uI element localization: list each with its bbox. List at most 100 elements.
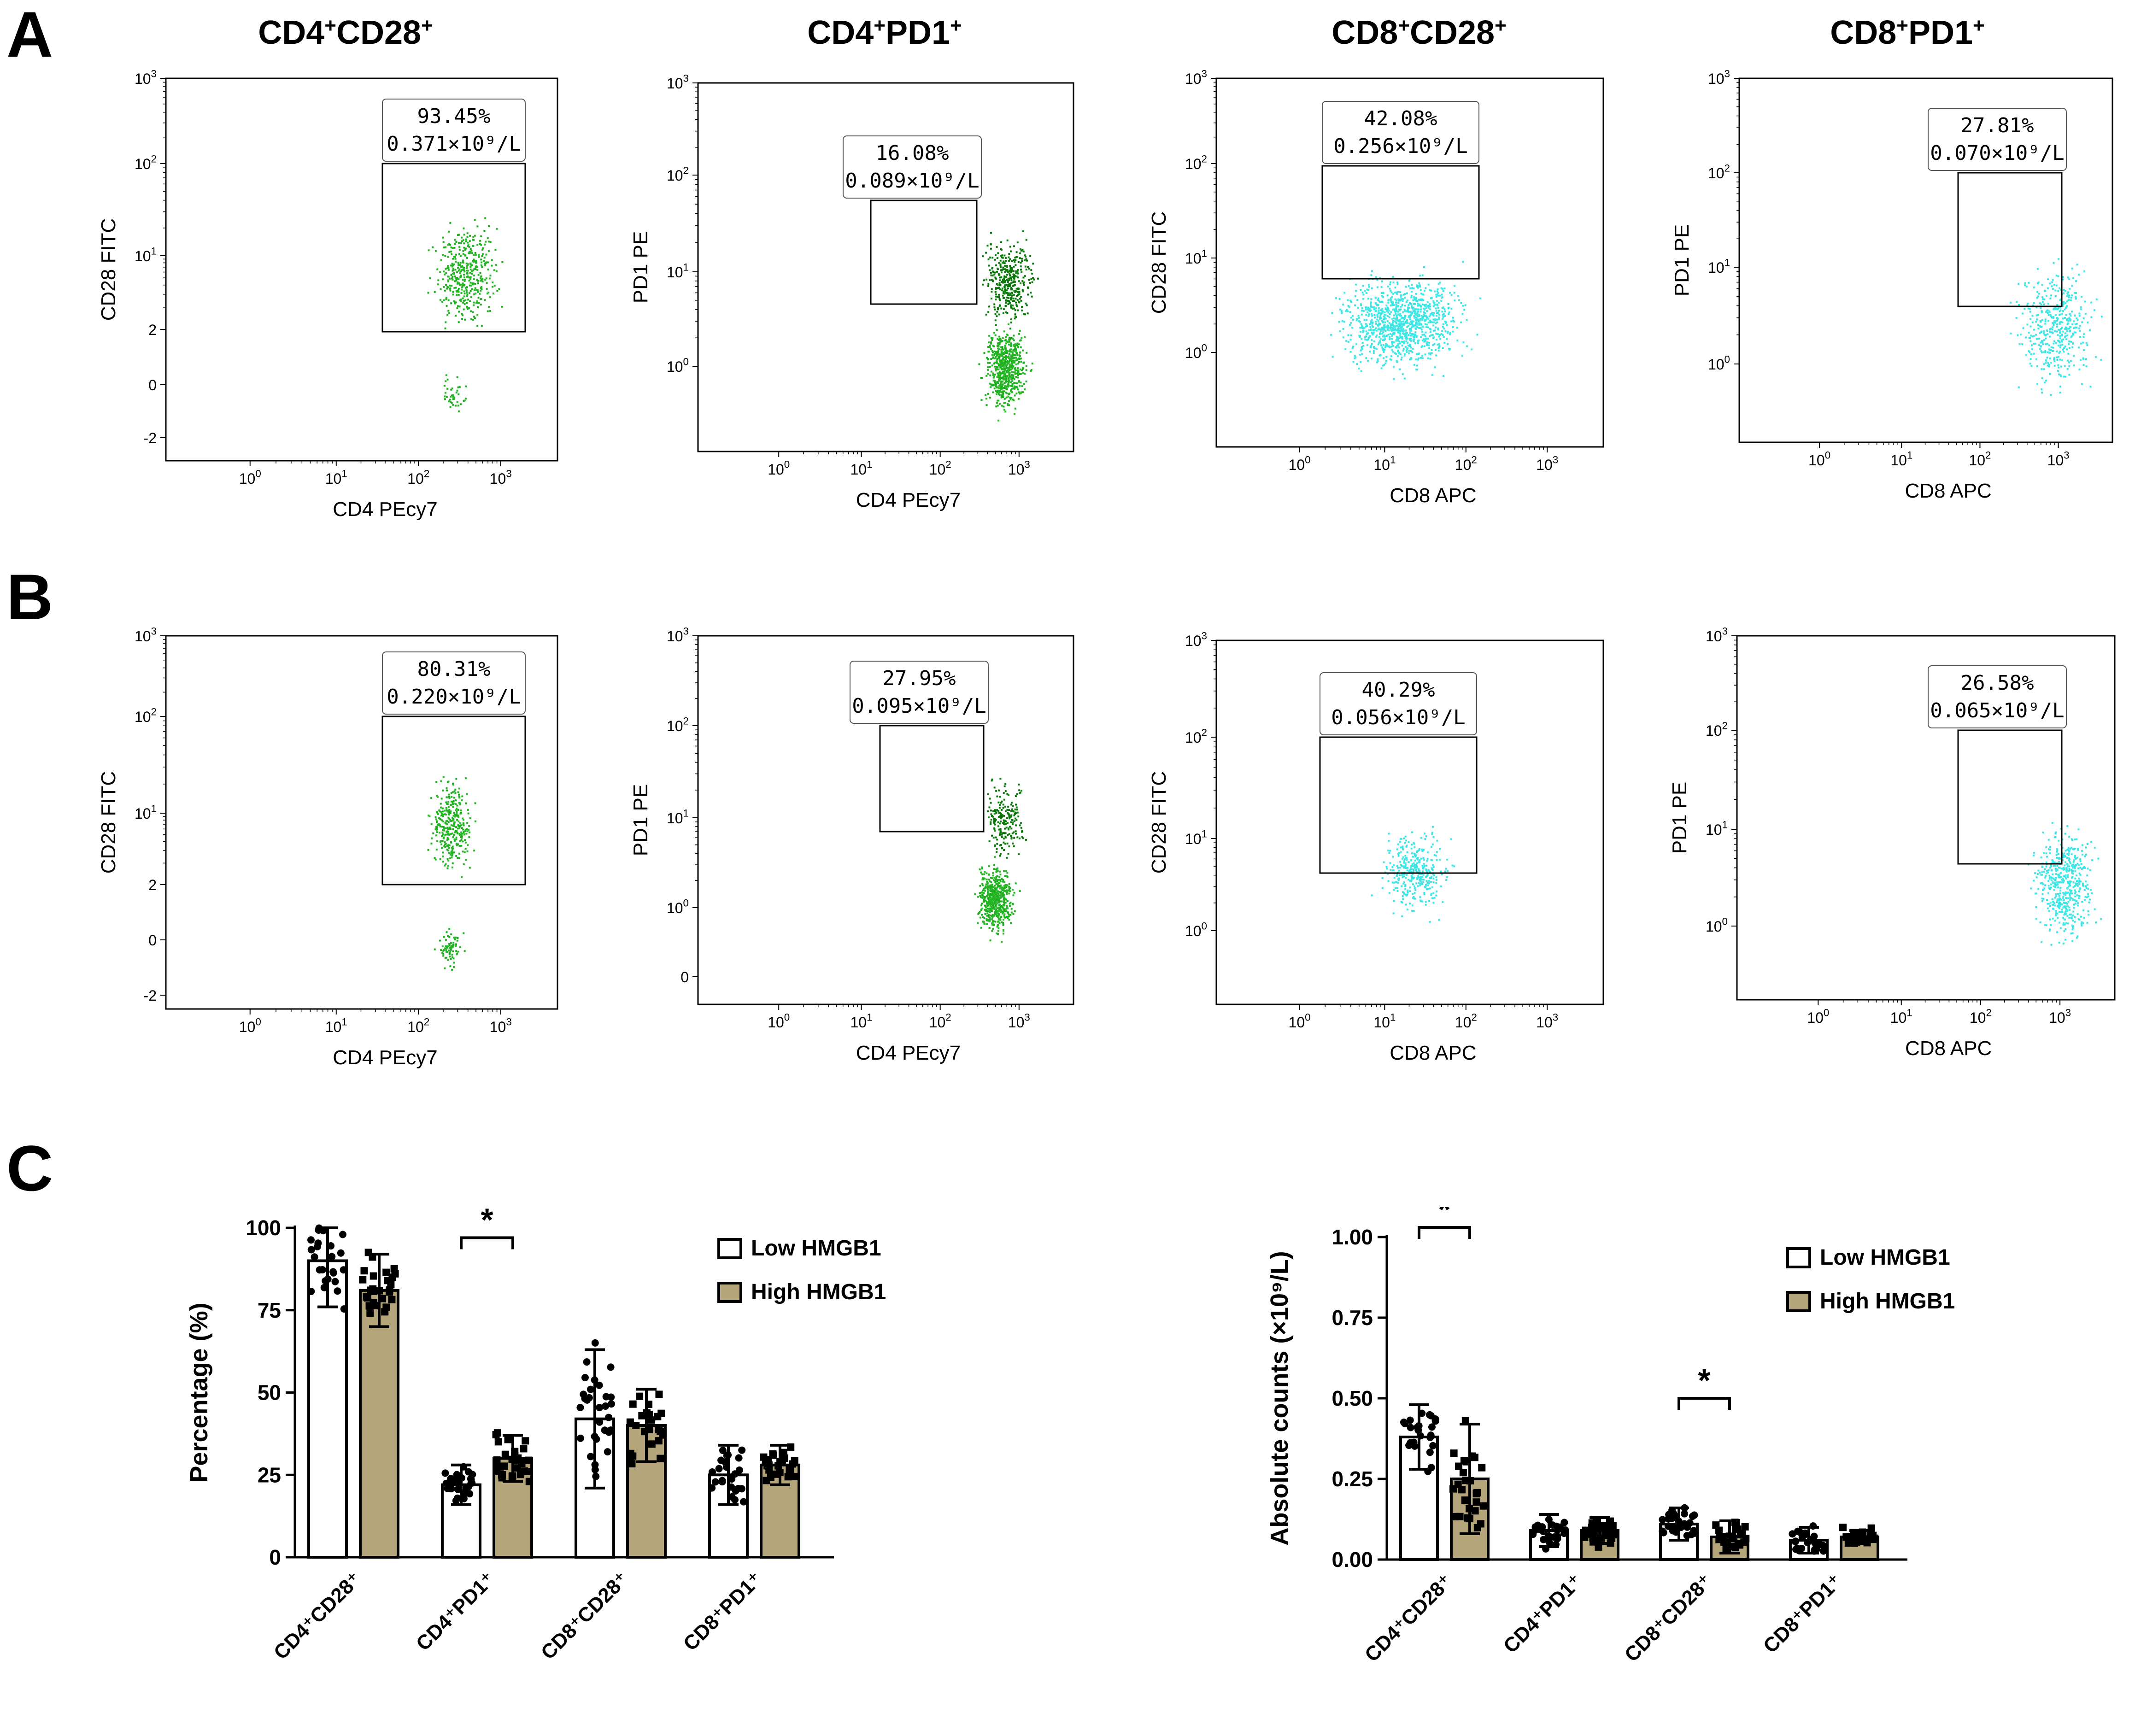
event-dot (988, 886, 991, 889)
event-dot (474, 317, 476, 319)
event-dot (1394, 291, 1396, 293)
event-dot (1019, 373, 1021, 375)
event-dot (465, 267, 468, 269)
event-dot (1395, 299, 1397, 302)
event-dot (1374, 328, 1376, 331)
event-dot (999, 338, 1001, 340)
event-dot (1011, 260, 1013, 262)
event-dot (1437, 327, 1439, 329)
event-dot (2059, 328, 2062, 330)
event-dot (1022, 391, 1024, 393)
event-dot (989, 362, 991, 364)
event-dot (1432, 315, 1435, 317)
event-dot (1414, 308, 1417, 310)
event-dot (1003, 262, 1006, 264)
y-tick-label-base: 10 (667, 167, 683, 184)
event-dot (1377, 360, 1379, 362)
x-tick-label-exp: 1 (1390, 1012, 1396, 1023)
event-dot (479, 280, 481, 282)
event-dot (992, 899, 995, 902)
event-dot (458, 311, 460, 313)
event-dot (994, 902, 996, 904)
x-axis-label: CD4 PEcy7 (856, 1042, 961, 1064)
event-dot (997, 916, 999, 918)
event-dot (991, 886, 994, 888)
event-dot (1397, 302, 1399, 304)
event-dot (2064, 290, 2066, 292)
event-dot (1440, 287, 1443, 289)
event-dot (1420, 317, 1423, 319)
event-dot (1025, 268, 1027, 270)
event-dot (468, 307, 470, 309)
event-dot (991, 883, 993, 886)
event-dot (443, 385, 446, 387)
event-dot (1004, 290, 1006, 292)
event-dot (986, 882, 989, 885)
event-dot (1007, 911, 1009, 913)
event-dot (1007, 886, 1009, 888)
event-dot (476, 289, 479, 291)
event-dot (446, 827, 449, 829)
event-dot (1002, 930, 1004, 932)
event-dot (1360, 323, 1362, 325)
event-dot (986, 910, 988, 912)
event-dot (2055, 284, 2058, 287)
event-dot (999, 276, 1001, 279)
event-dot (1397, 336, 1400, 339)
event-dot (456, 830, 458, 832)
event-dot (1008, 815, 1010, 817)
event-dot (1023, 281, 1025, 283)
event-dot (979, 885, 981, 887)
x-tick-label: 101 (851, 1012, 873, 1031)
event-dot (992, 345, 994, 347)
event-dot (455, 241, 458, 243)
event-dot (998, 262, 1000, 264)
event-dot (443, 829, 446, 832)
event-dot (462, 840, 464, 843)
event-dot (979, 916, 981, 919)
event-dot (450, 803, 452, 806)
event-dot (981, 907, 984, 909)
x-tick-label-base: 10 (768, 461, 784, 478)
event-dot (2038, 293, 2040, 295)
event-dot (469, 278, 471, 280)
event-dot (2083, 270, 2086, 273)
event-dot (447, 265, 449, 267)
event-dot (459, 840, 461, 842)
event-dot (444, 956, 446, 959)
event-dot (461, 833, 463, 835)
event-dot (479, 293, 481, 295)
event-dot (480, 244, 482, 246)
event-dot (1020, 822, 1022, 824)
event-dot (2038, 337, 2040, 340)
event-dot (989, 907, 991, 909)
event-dot (1388, 833, 1390, 835)
event-dot (1012, 399, 1014, 401)
event-dot (434, 291, 436, 293)
event-dot (1009, 372, 1011, 374)
event-dot (1423, 311, 1425, 313)
event-dot (1404, 346, 1407, 348)
event-dot (1005, 898, 1008, 901)
event-dot (1409, 339, 1411, 341)
event-dot (997, 405, 999, 407)
event-dot (1002, 894, 1004, 897)
event-dot (1005, 823, 1007, 825)
event-dot (458, 787, 460, 790)
event-dot (455, 261, 457, 263)
event-dot (1020, 250, 1022, 252)
event-dot (1016, 359, 1018, 361)
event-dot (996, 899, 998, 901)
event-dot (466, 793, 468, 795)
event-dot (448, 852, 450, 854)
event-dot (1371, 339, 1373, 341)
event-dot (993, 345, 995, 347)
event-dot (442, 837, 445, 839)
event-dot (994, 313, 997, 315)
event-dot (444, 255, 446, 257)
event-dot (1453, 865, 1455, 868)
event-dot (996, 888, 998, 890)
event-dot (1006, 842, 1009, 845)
event-dot (1436, 303, 1438, 305)
event-dot (991, 892, 994, 894)
